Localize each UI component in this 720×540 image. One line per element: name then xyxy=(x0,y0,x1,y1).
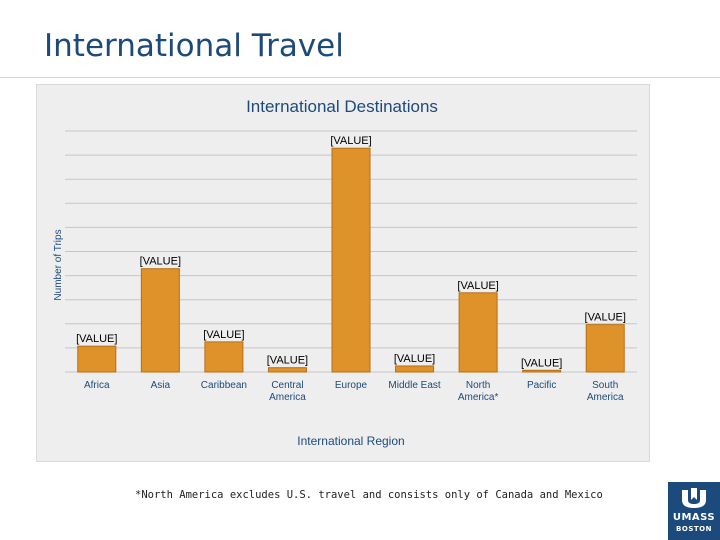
x-axis-label: International Region xyxy=(297,434,404,448)
data-label: [VALUE] xyxy=(267,355,308,367)
title-divider xyxy=(0,77,720,78)
y-axis-label: Number of Trips xyxy=(53,229,64,300)
bar-pacific xyxy=(522,369,562,373)
bar-south-america xyxy=(585,324,625,373)
logo-text-boston: BOSTON xyxy=(676,525,712,533)
x-tick-label: Asia xyxy=(151,380,171,391)
bars xyxy=(77,147,625,373)
x-tick-label: Caribbean xyxy=(201,380,247,391)
x-tick-labels: Africa Asia Caribbean Central America Europe M… xyxy=(84,380,624,403)
data-label: [VALUE] xyxy=(76,333,117,345)
chart-panel: International Destinations [VALUE] [VALUE… xyxy=(36,84,650,462)
x-tick-label: South America xyxy=(587,380,624,403)
data-label: [VALUE] xyxy=(457,280,498,292)
x-tick-label: North America* xyxy=(458,380,499,403)
x-tick-label: Pacific xyxy=(527,380,556,391)
data-label: [VALUE] xyxy=(330,135,371,147)
data-label: [VALUE] xyxy=(140,256,181,268)
x-tick-label: Europe xyxy=(335,380,368,391)
data-label: [VALUE] xyxy=(585,312,626,324)
bar-asia xyxy=(140,268,180,373)
data-label: [VALUE] xyxy=(203,329,244,341)
umass-emblem-icon xyxy=(682,488,706,508)
data-label: [VALUE] xyxy=(394,353,435,365)
bar-caribbean xyxy=(204,341,244,373)
bar-europe xyxy=(331,147,371,373)
footnote: *North America excludes U.S. travel and … xyxy=(135,489,603,501)
umass-boston-logo: UMASS BOSTON xyxy=(668,482,720,540)
bar-north-america xyxy=(458,292,498,373)
bar-chart: International Destinations [VALUE][VALUE… xyxy=(53,97,637,448)
x-tick-label: Middle East xyxy=(388,380,440,391)
bar-middle-east xyxy=(395,365,435,373)
data-labels: [VALUE] [VALUE] [VALUE] [VALUE] [VALUE] [VALU… xyxy=(76,135,626,369)
slide-title: International Travel xyxy=(44,28,344,64)
chart-title: International Destinations xyxy=(246,97,438,116)
bar-central-america xyxy=(267,367,307,373)
x-tick-label: Africa xyxy=(84,380,110,391)
logo-text-umass: UMASS xyxy=(672,512,716,523)
data-label: [VALUE] xyxy=(521,357,562,369)
x-tick-label: Central America xyxy=(269,380,306,403)
bar-africa xyxy=(77,345,117,373)
